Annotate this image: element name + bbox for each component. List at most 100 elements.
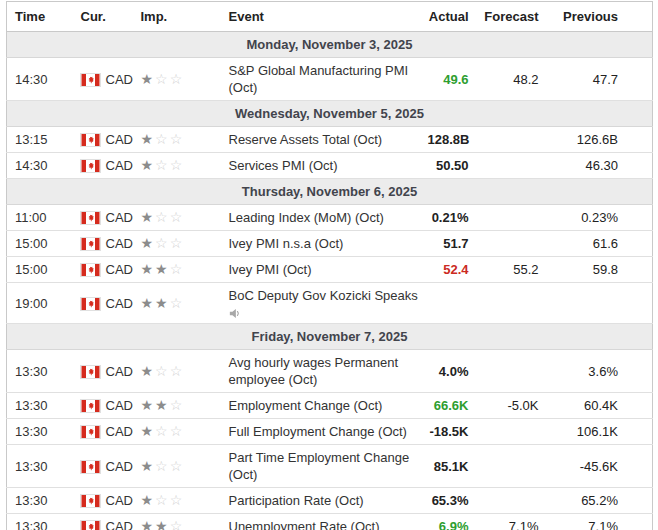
date-header-row: Wednesday, November 5, 2025 [7,101,653,127]
event-row[interactable]: 14:30 CAD ★☆☆ Services PMI (Oct) 50.50 4… [7,153,653,179]
previous-value: 61.6 [593,236,618,251]
time-cell: 14:30 [7,153,71,179]
time-cell: 13:30 [7,419,71,445]
star-icon: ★ [141,492,156,508]
date-header-label: Monday, November 3, 2025 [7,32,653,58]
currency-code: CAD [106,364,133,379]
forecast-cell: 55.2 [483,257,549,283]
star-icon: ☆ [170,157,185,173]
importance-stars: ★☆☆ [141,423,185,439]
star-icon: ★ [155,261,170,277]
event-title[interactable]: S&P Global Manufacturing PMI (Oct) [229,62,419,96]
canada-flag-icon [81,264,100,276]
star-icon: ☆ [170,131,185,147]
event-title[interactable]: Ivey PMI n.s.a (Oct) [229,235,419,252]
currency-code: CAD [106,72,133,87]
column-header-actual: Actual [427,2,483,32]
star-icon: ★ [141,157,156,173]
currency-cell: CAD [71,488,133,514]
actual-value: 128.8B [428,132,470,147]
economic-calendar: Time Cur. Imp. Event Actual Forecast Pre… [6,1,652,530]
event-title[interactable]: Reserve Assets Total (Oct) [229,131,419,148]
previous-value: 60.4K [584,398,618,413]
event-row[interactable]: 13:30 CAD ★☆☆ Participation Rate (Oct) 6… [7,488,653,514]
event-row[interactable]: 19:00 CAD ★★☆ BoC Deputy Gov Kozicki Spe… [7,283,653,324]
economic-calendar-page: Time Cur. Imp. Event Actual Forecast Pre… [0,0,658,530]
event-cell: S&P Global Manufacturing PMI (Oct) [223,58,427,101]
importance-stars: ★☆☆ [141,235,185,251]
event-title[interactable]: Part Time Employment Change (Oct) [229,449,419,483]
importance-cell: ★☆☆ [133,419,223,445]
star-icon: ☆ [170,423,185,439]
importance-stars: ★☆☆ [141,71,185,87]
event-title[interactable]: Employment Change (Oct) [229,397,419,414]
actual-cell: 49.6 [427,58,483,101]
star-icon: ☆ [170,492,185,508]
importance-cell: ★☆☆ [133,205,223,231]
event-title[interactable]: Unemployment Rate (Oct) [229,518,419,530]
star-icon: ☆ [155,458,170,474]
actual-value: 85.1K [434,459,469,474]
event-title[interactable]: Ivey PMI (Oct) [229,261,419,278]
previous-value: 7.1% [588,519,618,530]
event-cell: BoC Deputy Gov Kozicki Speaks [223,283,427,324]
importance-cell: ★☆☆ [133,488,223,514]
event-title[interactable]: Leading Index (MoM) (Oct) [229,209,419,226]
importance-stars: ★☆☆ [141,157,185,173]
importance-cell: ★★☆ [133,393,223,419]
forecast-cell: -5.0K [483,393,549,419]
event-cell: Leading Index (MoM) (Oct) [223,205,427,231]
event-title[interactable]: BoC Deputy Gov Kozicki Speaks [229,287,419,304]
canada-flag-icon [81,366,100,378]
importance-cell: ★☆☆ [133,153,223,179]
event-row[interactable]: 13:30 CAD ★☆☆ Part Time Employment Chang… [7,445,653,488]
event-row[interactable]: 13:30 CAD ★★☆ Unemployment Rate (Oct) 6.… [7,514,653,530]
actual-value: -18.5K [429,424,468,439]
star-icon: ★ [141,295,156,311]
importance-cell: ★☆☆ [133,58,223,101]
event-title[interactable]: Full Employment Change (Oct) [229,423,419,440]
star-icon: ★ [141,518,156,530]
event-row[interactable]: 11:00 CAD ★☆☆ Leading Index (MoM) (Oct) … [7,205,653,231]
importance-cell: ★☆☆ [133,350,223,393]
canada-flag-icon [81,134,100,146]
event-title[interactable]: Participation Rate (Oct) [229,492,419,509]
currency-cell: CAD [71,393,133,419]
forecast-value: 55.2 [513,262,538,277]
event-row[interactable]: 13:15 CAD ★☆☆ Reserve Assets Total (Oct)… [7,127,653,153]
star-icon: ★ [141,261,156,277]
importance-stars: ★☆☆ [141,492,185,508]
importance-stars: ★★☆ [141,518,185,530]
actual-value: 52.4 [443,262,468,277]
previous-cell: 3.6% [549,350,653,393]
previous-value: -45.6K [580,459,618,474]
currency-cell: CAD [71,257,133,283]
event-row[interactable]: 13:30 CAD ★☆☆ Avg hourly wages Permanent… [7,350,653,393]
event-title[interactable]: Avg hourly wages Permanent employee (Oct… [229,354,419,388]
currency-code: CAD [106,132,133,147]
date-header-row: Friday, November 7, 2025 [7,324,653,350]
star-icon: ☆ [170,458,185,474]
currency-code: CAD [106,236,133,251]
canada-flag-icon [81,74,100,86]
forecast-cell [483,153,549,179]
event-row[interactable]: 15:00 CAD ★☆☆ Ivey PMI n.s.a (Oct) 51.7 … [7,231,653,257]
currency-cell: CAD [71,205,133,231]
star-icon: ☆ [155,131,170,147]
calendar-header: Time Cur. Imp. Event Actual Forecast Pre… [7,2,653,32]
event-row[interactable]: 13:30 CAD ★★☆ Employment Change (Oct) 66… [7,393,653,419]
actual-value: 66.6K [434,398,469,413]
actual-cell: 52.4 [427,257,483,283]
event-row[interactable]: 15:00 CAD ★★☆ Ivey PMI (Oct) 52.4 55.2 5… [7,257,653,283]
forecast-cell [483,488,549,514]
previous-cell: 59.8 [549,257,653,283]
event-title[interactable]: Services PMI (Oct) [229,157,419,174]
event-row[interactable]: 13:30 CAD ★☆☆ Full Employment Change (Oc… [7,419,653,445]
star-icon: ★ [155,295,170,311]
event-row[interactable]: 14:30 CAD ★☆☆ S&P Global Manufacturing P… [7,58,653,101]
star-icon: ☆ [155,423,170,439]
time-cell: 13:30 [7,514,71,530]
previous-cell: 47.7 [549,58,653,101]
event-cell: Unemployment Rate (Oct) [223,514,427,530]
star-icon: ★ [141,423,156,439]
